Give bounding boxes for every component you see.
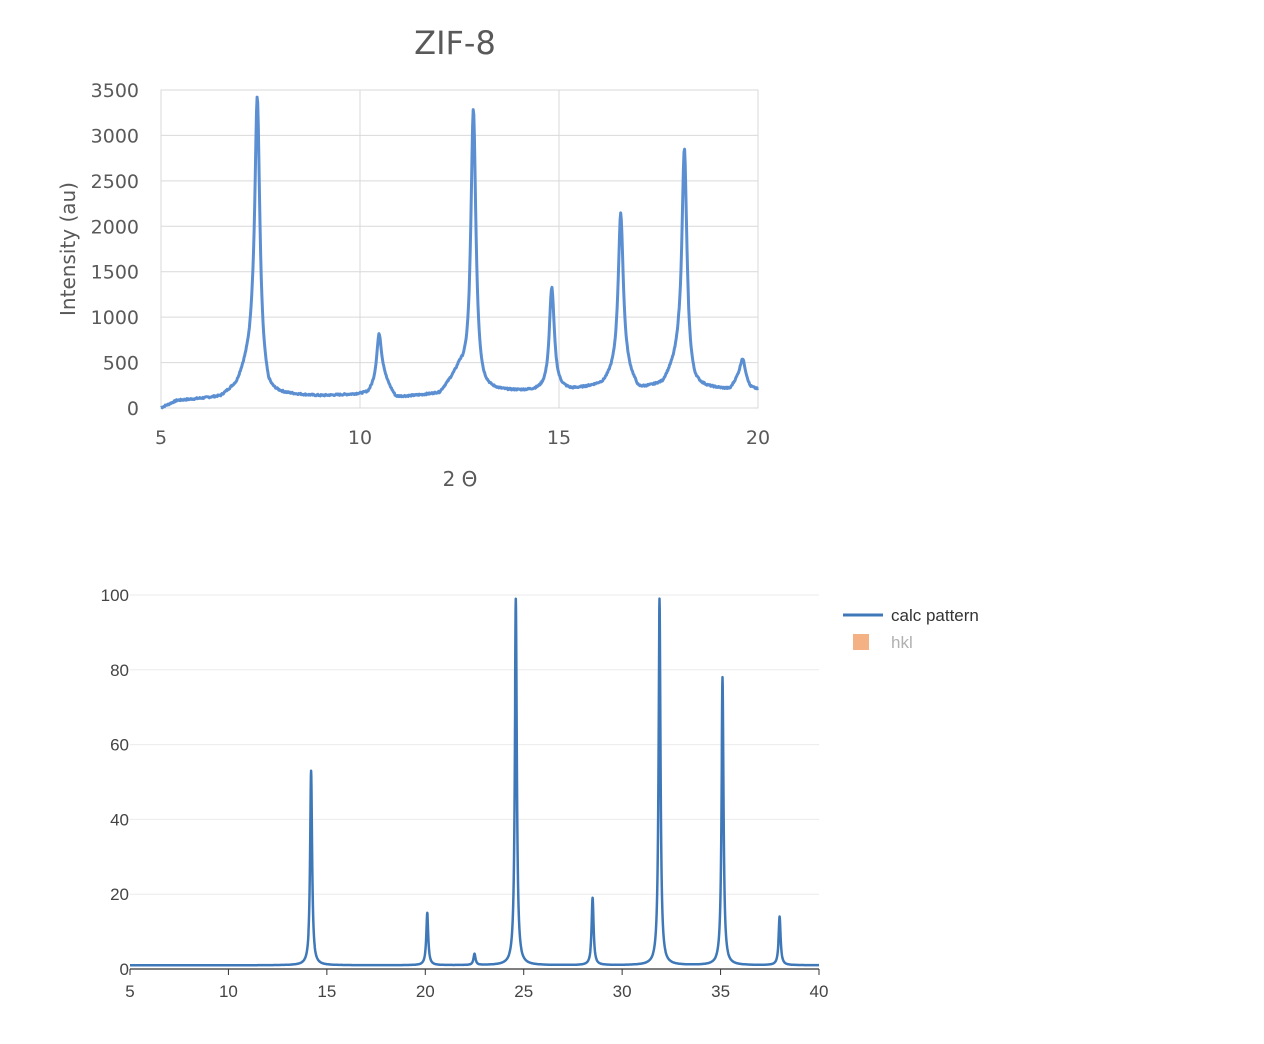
calc-pattern-line <box>128 597 821 967</box>
y-tick-label: 1500 <box>91 262 139 284</box>
legend-label-hkl: hkl <box>891 633 913 652</box>
y-tick-label: 20 <box>110 885 129 904</box>
chart-title: ZIF-8 <box>414 24 496 62</box>
y-tick-label: 2500 <box>91 171 139 193</box>
x-tick-label: 15 <box>547 427 571 449</box>
legend: calc pattern hkl <box>843 606 979 652</box>
y-tick-label: 0 <box>127 398 139 420</box>
x-tick-labels: 5 10 15 20 25 30 35 40 <box>125 969 828 1001</box>
y-tick-labels: 0 20 40 60 80 100 <box>101 586 129 979</box>
x-tick-label: 25 <box>514 982 533 1001</box>
y-tick-label: 1000 <box>91 307 139 329</box>
x-tick-label: 40 <box>810 982 829 1001</box>
legend-box-swatch <box>853 634 869 650</box>
y-tick-label: 60 <box>110 736 129 755</box>
y-tick-label: 80 <box>110 661 129 680</box>
calc-pattern-chart: 0 20 40 60 80 100 5 10 15 20 25 30 35 40 calc patter… <box>101 586 979 1001</box>
x-tick-label: 5 <box>125 982 134 1001</box>
y-tick-labels: 0 500 1000 1500 2000 2500 3000 3500 <box>91 80 139 420</box>
legend-item-hkl[interactable]: hkl <box>853 633 913 652</box>
zif8-chart: 0 500 1000 1500 2000 2500 3000 3500 5 10 15 20 ZIF… <box>56 24 770 491</box>
legend-label-calc-pattern: calc pattern <box>891 606 979 625</box>
y-tick-label: 100 <box>101 586 129 605</box>
xrd-pattern-line <box>160 95 760 410</box>
x-tick-label: 35 <box>711 982 730 1001</box>
x-tick-label: 20 <box>746 427 770 449</box>
x-tick-labels: 5 10 15 20 <box>155 427 770 449</box>
x-tick-label: 30 <box>613 982 632 1001</box>
y-tick-label: 2000 <box>91 216 139 238</box>
y-tick-label: 500 <box>103 353 139 375</box>
y-axis-label: Intensity (au) <box>56 182 80 316</box>
y-tick-label: 3000 <box>91 125 139 147</box>
x-axis-label: 2 Θ <box>443 467 478 491</box>
y-tick-label: 40 <box>110 810 129 829</box>
y-tick-label: 3500 <box>91 80 139 102</box>
y-tick-label: 0 <box>120 960 129 979</box>
legend-item-calc-pattern[interactable]: calc pattern <box>843 606 979 625</box>
gridlines <box>130 594 819 895</box>
x-tick-label: 10 <box>219 982 238 1001</box>
x-tick-label: 15 <box>317 982 336 1001</box>
x-tick-label: 20 <box>416 982 435 1001</box>
x-tick-label: 10 <box>348 427 372 449</box>
x-tick-label: 5 <box>155 427 167 449</box>
